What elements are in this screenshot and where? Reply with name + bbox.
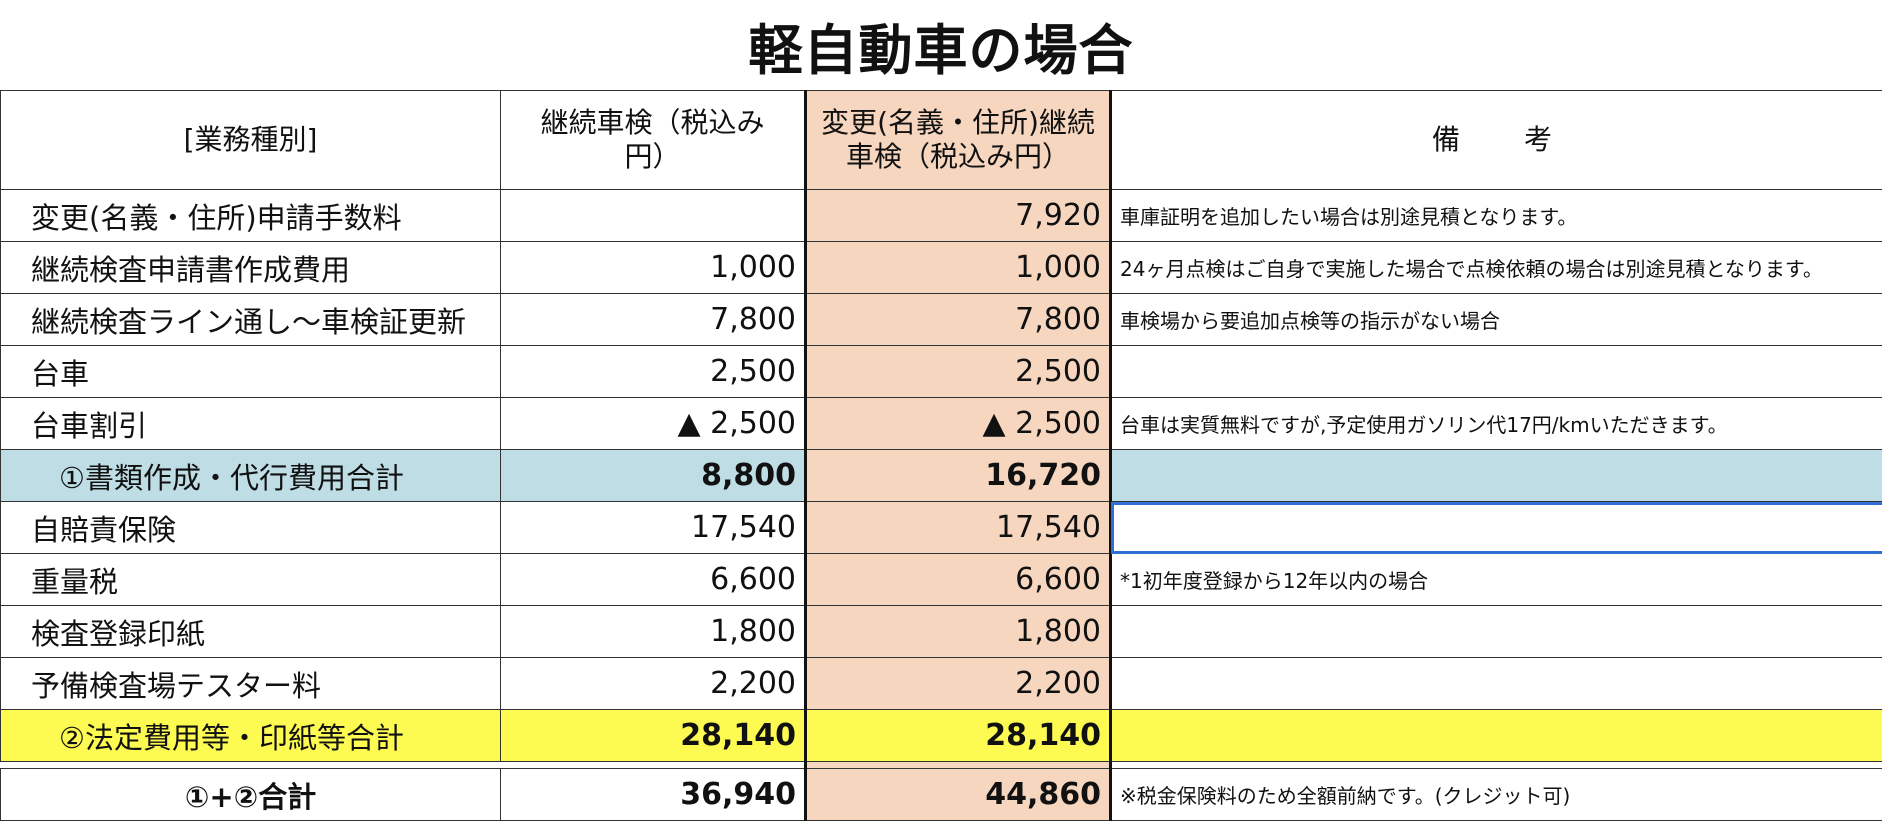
continuous-cell[interactable]: 1,000 (500, 241, 806, 294)
row-label[interactable]: 台車 (0, 345, 501, 398)
row-label[interactable]: 自賠責保険 (0, 501, 501, 554)
table-row: 重量税 6,600 6,600 *1初年度登録から12年以内の場合 (0, 553, 1882, 606)
spacer-cell (500, 761, 806, 769)
row-label[interactable]: 台車割引 (0, 397, 501, 450)
header-row: [業務種別] 継続車検（税込み円） 変更(名義・住所)継続車検（税込み円） 備 … (0, 90, 1882, 190)
change-cell[interactable]: 7,800 (804, 293, 1112, 346)
spacer-cell (804, 761, 1112, 769)
subtotal-continuous[interactable]: 8,800 (500, 449, 806, 502)
total-row: ①+②合計 36,940 44,860 ※税金保険料のため全額前納です。(クレジ… (0, 768, 1882, 821)
continuous-cell[interactable]: 2,500 (500, 345, 806, 398)
change-cell[interactable]: 1,000 (804, 241, 1112, 294)
row-label[interactable]: 予備検査場テスター料 (0, 657, 501, 710)
subtotal-continuous[interactable]: 28,140 (500, 709, 806, 762)
table-row: 予備検査場テスター料 2,200 2,200 (0, 657, 1882, 710)
continuous-cell[interactable] (500, 189, 806, 242)
note-cell[interactable] (1110, 657, 1882, 710)
page-title: 軽自動車の場合 (748, 18, 1134, 82)
note-cell[interactable]: 車検場から要追加点検等の指示がない場合 (1110, 293, 1882, 346)
note-cell[interactable] (1110, 605, 1882, 658)
table-row: 継続検査ライン通し〜車検証更新 7,800 7,800 車検場から要追加点検等の… (0, 293, 1882, 346)
header-change[interactable]: 変更(名義・住所)継続車検（税込み円） (804, 90, 1112, 190)
header-notes[interactable]: 備 考 (1110, 90, 1882, 190)
continuous-cell[interactable]: 6,600 (500, 553, 806, 606)
row-label[interactable]: 継続検査申請書作成費用 (0, 241, 501, 294)
change-cell[interactable]: 6,600 (804, 553, 1112, 606)
total-label[interactable]: ①+②合計 (0, 768, 501, 821)
subtotal-row-1: ①書類作成・代行費用合計 8,800 16,720 (0, 449, 1882, 502)
change-cell[interactable]: ▲ 2,500 (804, 397, 1112, 450)
note-cell[interactable]: *1初年度登録から12年以内の場合 (1110, 553, 1882, 606)
change-cell[interactable]: 2,200 (804, 657, 1112, 710)
continuous-cell[interactable]: ▲ 2,500 (500, 397, 806, 450)
total-continuous[interactable]: 36,940 (500, 768, 806, 821)
fee-table: [業務種別] 継続車検（税込み円） 変更(名義・住所)継続車検（税込み円） 備 … (0, 90, 1882, 821)
continuous-cell[interactable]: 17,540 (500, 501, 806, 554)
table-row: 検査登録印紙 1,800 1,800 (0, 605, 1882, 658)
subtotal-label[interactable]: ①書類作成・代行費用合計 (0, 449, 501, 502)
spacer-cell (0, 761, 501, 769)
total-note[interactable]: ※税金保険料のため全額前納です。(クレジット可) (1110, 768, 1882, 821)
note-cell[interactable]: 車庫証明を追加したい場合は別途見積となります。 (1110, 189, 1882, 242)
row-label[interactable]: 検査登録印紙 (0, 605, 501, 658)
total-change[interactable]: 44,860 (804, 768, 1112, 821)
subtotal-row-2: ②法定費用等・印紙等合計 28,140 28,140 (0, 709, 1882, 762)
table-row: 自賠責保険 17,540 17,540 (0, 501, 1882, 554)
change-cell[interactable]: 17,540 (804, 501, 1112, 554)
header-category[interactable]: [業務種別] (0, 90, 501, 190)
change-cell[interactable]: 7,920 (804, 189, 1112, 242)
table-row: 継続検査申請書作成費用 1,000 1,000 24ヶ月点検はご自身で実施した場… (0, 241, 1882, 294)
change-cell[interactable]: 2,500 (804, 345, 1112, 398)
subtotal-note[interactable] (1110, 709, 1882, 762)
table-row: 台車 2,500 2,500 (0, 345, 1882, 398)
subtotal-change[interactable]: 16,720 (804, 449, 1112, 502)
note-cell[interactable] (1110, 345, 1882, 398)
continuous-cell[interactable]: 1,800 (500, 605, 806, 658)
table-row: 変更(名義・住所)申請手数料 7,920 車庫証明を追加したい場合は別途見積とな… (0, 189, 1882, 242)
note-cell-selected[interactable] (1110, 501, 1882, 554)
row-label[interactable]: 変更(名義・住所)申請手数料 (0, 189, 501, 242)
header-continuous[interactable]: 継続車検（税込み円） (500, 90, 806, 190)
change-cell[interactable]: 1,800 (804, 605, 1112, 658)
subtotal-note[interactable] (1110, 449, 1882, 502)
continuous-cell[interactable]: 7,800 (500, 293, 806, 346)
note-cell[interactable]: 24ヶ月点検はご自身で実施した場合で点検依頼の場合は別途見積となります。 (1110, 241, 1882, 294)
subtotal-label[interactable]: ②法定費用等・印紙等合計 (0, 709, 501, 762)
spacer-cell (1110, 761, 1882, 769)
table-row: 台車割引 ▲ 2,500 ▲ 2,500 台車は実質無料ですが,予定使用ガソリン… (0, 397, 1882, 450)
row-label[interactable]: 継続検査ライン通し〜車検証更新 (0, 293, 501, 346)
spacer-row (0, 761, 1882, 769)
note-cell[interactable]: 台車は実質無料ですが,予定使用ガソリン代17円/kmいただきます。 (1110, 397, 1882, 450)
subtotal-change[interactable]: 28,140 (804, 709, 1112, 762)
continuous-cell[interactable]: 2,200 (500, 657, 806, 710)
row-label[interactable]: 重量税 (0, 553, 501, 606)
